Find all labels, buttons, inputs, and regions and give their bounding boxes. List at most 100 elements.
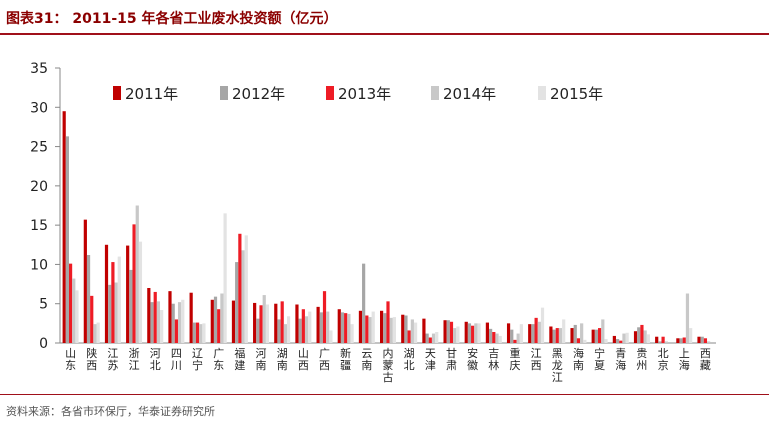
bar <box>679 338 683 343</box>
y-tick-label: 0 <box>39 336 48 352</box>
bar <box>633 331 638 343</box>
bar <box>492 332 496 343</box>
bar <box>75 290 79 343</box>
x-category-label: 西藏 <box>700 347 711 372</box>
bar <box>319 312 323 343</box>
bar <box>256 318 260 343</box>
bar <box>168 291 172 343</box>
bar <box>202 323 206 343</box>
bar <box>244 235 248 343</box>
bar <box>365 315 369 343</box>
bar <box>428 337 432 343</box>
legend-swatch <box>326 86 334 100</box>
bar <box>322 291 327 343</box>
bar-series-group <box>62 111 711 343</box>
bar-series <box>65 136 704 343</box>
bar <box>283 324 287 343</box>
bar <box>83 219 87 343</box>
bar <box>108 284 112 343</box>
legend-label: 2015年 <box>550 85 603 103</box>
y-tick-label: 5 <box>39 297 48 313</box>
bar <box>295 304 299 343</box>
bar <box>195 322 200 343</box>
x-category-label: 甘肃 <box>446 347 457 372</box>
bar <box>471 325 475 343</box>
bar <box>199 324 203 343</box>
bar <box>640 324 644 343</box>
bar <box>446 320 450 343</box>
bar <box>192 322 196 343</box>
bar-chart: 0 5 10 15 20 25 30 35 山东陕西江苏浙江河北四川辽宁广东福建河南湖南山西广… <box>30 61 716 384</box>
x-category-label: 湖北 <box>404 347 415 372</box>
legend-swatch <box>538 86 546 100</box>
bar <box>111 262 115 343</box>
bar <box>153 291 157 343</box>
bar <box>362 263 366 343</box>
y-tick-label: 35 <box>30 61 48 77</box>
bar <box>344 313 348 343</box>
x-category-label: 天津 <box>425 347 436 372</box>
bar <box>425 333 429 343</box>
x-category-label: 广西 <box>319 347 330 372</box>
bar <box>485 322 490 343</box>
bar <box>259 305 263 343</box>
bar <box>62 111 66 343</box>
x-category-label: 北京 <box>658 347 669 372</box>
bar <box>380 310 384 343</box>
legend-swatch <box>113 86 121 100</box>
bar <box>700 336 704 343</box>
bar <box>174 319 178 343</box>
bar <box>407 330 411 343</box>
bar <box>392 317 396 343</box>
x-category-label: 新疆 <box>340 346 351 372</box>
legend-swatch <box>431 86 439 100</box>
bar <box>117 256 121 343</box>
bar <box>549 326 553 343</box>
bar <box>689 328 693 343</box>
bar <box>210 299 214 343</box>
bar <box>655 336 659 343</box>
bar <box>643 330 647 343</box>
bar-series <box>62 111 701 343</box>
bar <box>316 306 320 343</box>
bar <box>104 244 109 343</box>
x-category-label: 海南 <box>573 346 584 372</box>
x-category-label: 青海 <box>615 347 626 372</box>
bar <box>594 329 599 343</box>
x-axis: 山东陕西江苏浙江河北四川辽宁广东福建河南湖南山西广西新疆云南内蒙古湖北天津甘肃安… <box>60 342 716 384</box>
x-category-label: 福建 <box>234 346 245 372</box>
bar <box>612 335 616 343</box>
bar <box>90 295 94 343</box>
bar <box>262 295 266 343</box>
legend-label: 2012年 <box>232 85 285 103</box>
bar <box>93 324 97 343</box>
bar <box>298 318 302 343</box>
bar <box>129 269 133 343</box>
bar <box>637 327 641 343</box>
bar <box>177 302 182 343</box>
bar <box>534 317 538 343</box>
bar <box>86 255 91 343</box>
bar <box>368 317 372 343</box>
bar-series <box>75 213 693 343</box>
bar <box>580 323 584 343</box>
x-category-label: 河北 <box>150 347 161 372</box>
bar-series <box>72 205 711 343</box>
bar <box>241 250 245 343</box>
bar <box>410 319 414 343</box>
bar <box>132 224 136 343</box>
x-category-label: 重庆 <box>509 346 520 372</box>
bar <box>477 323 481 343</box>
bar <box>591 329 595 343</box>
bar <box>625 332 629 343</box>
legend-label: 2014年 <box>443 85 496 103</box>
bar <box>537 321 541 343</box>
bar <box>658 341 662 343</box>
bar <box>265 304 270 343</box>
bar <box>350 324 354 343</box>
bar <box>413 322 418 343</box>
x-category-label: 陕西 <box>86 346 97 372</box>
bar <box>280 301 284 343</box>
bar <box>664 341 668 343</box>
bar <box>528 324 532 343</box>
